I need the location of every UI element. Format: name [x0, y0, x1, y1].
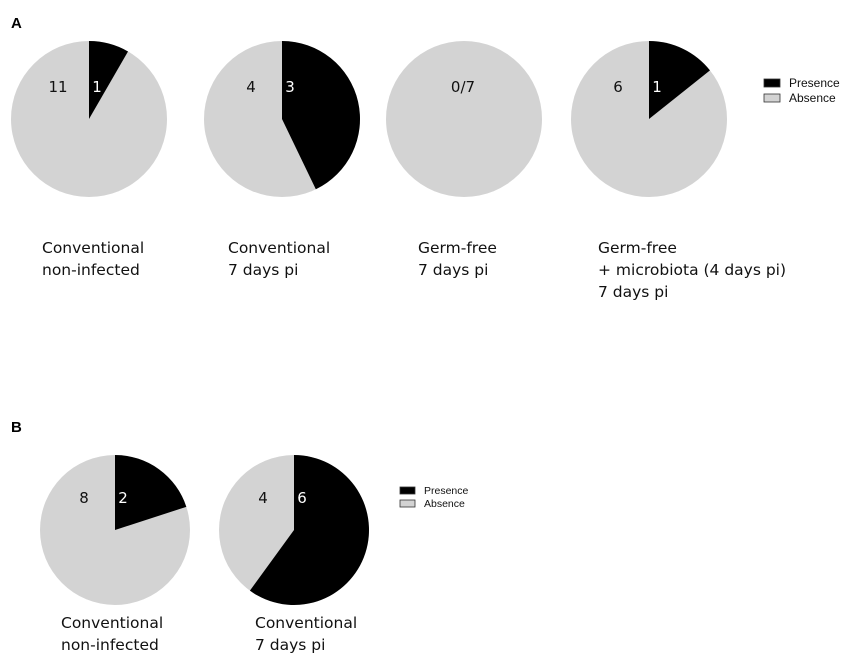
pie-caption-line: Conventional: [61, 614, 163, 632]
legend-swatch-presence: [763, 78, 781, 88]
pie-a-2: 3 4 Conventional 7 days pi: [204, 41, 361, 279]
presence-count-label: 1: [652, 78, 662, 96]
presence-count-label: 2: [118, 489, 128, 507]
legend-label-presence: Presence: [789, 76, 840, 90]
pie-a-4: 1 6 Germ-free + microbiota (4 days pi) 7 day…: [571, 41, 786, 301]
pie-caption: Conventional non-infected: [42, 239, 144, 279]
pie-caption-line: non-infected: [42, 261, 140, 279]
pie-slice-presence: [89, 41, 128, 119]
panel-b-label: B: [11, 419, 22, 436]
pie-caption-line: 7 days pi: [255, 636, 325, 654]
pie-caption-line: Germ-free: [418, 239, 497, 257]
pie-caption-line: Conventional: [228, 239, 330, 257]
legend-label-presence: Presence: [424, 485, 469, 497]
legend-label-absence: Absence: [789, 91, 836, 105]
pie-caption-line: 7 days pi: [418, 261, 488, 279]
pie-caption-line: non-infected: [61, 636, 159, 654]
absence-count-label: 11: [48, 78, 67, 96]
pie-b-2: 6 4 Conventional 7 days pi: [219, 455, 370, 654]
absence-count-label: 0/7: [451, 78, 475, 96]
pie-slice-presence: [249, 455, 370, 605]
pie-caption-line: 7 days pi: [228, 261, 298, 279]
pie-caption: Conventional non-infected: [61, 614, 163, 654]
pie-caption: Conventional 7 days pi: [255, 614, 357, 654]
legend-swatch-absence: [399, 499, 416, 508]
pie-caption-line: + microbiota (4 days pi): [598, 261, 786, 279]
pie-slice-presence: [115, 455, 187, 530]
pie-caption-line: Germ-free: [598, 239, 677, 257]
absence-count-label: 4: [246, 78, 256, 96]
presence-count-label: 6: [297, 489, 307, 507]
presence-count-label: 3: [285, 78, 295, 96]
pie-caption: Conventional 7 days pi: [228, 239, 330, 279]
pie-slice-presence: [282, 41, 361, 190]
legend-label-absence: Absence: [424, 498, 465, 510]
pie-caption: Germ-free 7 days pi: [418, 239, 497, 279]
pie-caption-line: Conventional: [255, 614, 357, 632]
pie-caption: Germ-free + microbiota (4 days pi) 7 days …: [598, 239, 786, 301]
absence-count-label: 4: [258, 489, 268, 507]
absence-count-label: 8: [79, 489, 89, 507]
pie-a-3: 0/7 Germ-free 7 days pi: [386, 41, 542, 279]
absence-count-label: 6: [613, 78, 623, 96]
legend-swatch-absence: [763, 93, 781, 103]
panel-a-label: A: [11, 15, 22, 32]
legend-swatch-presence: [399, 486, 416, 495]
pie-caption-line: 7 days pi: [598, 283, 668, 301]
presence-count-label: 1: [92, 78, 102, 96]
pie-b-1: 2 8 Conventional non-infected: [40, 455, 190, 654]
pie-slice-absence: [386, 41, 542, 197]
panel-b-pies: 2 8 Conventional non-infected 6 4 Conventional…: [40, 455, 469, 654]
pie-caption-line: Conventional: [42, 239, 144, 257]
pie-slice-presence: [649, 41, 710, 119]
